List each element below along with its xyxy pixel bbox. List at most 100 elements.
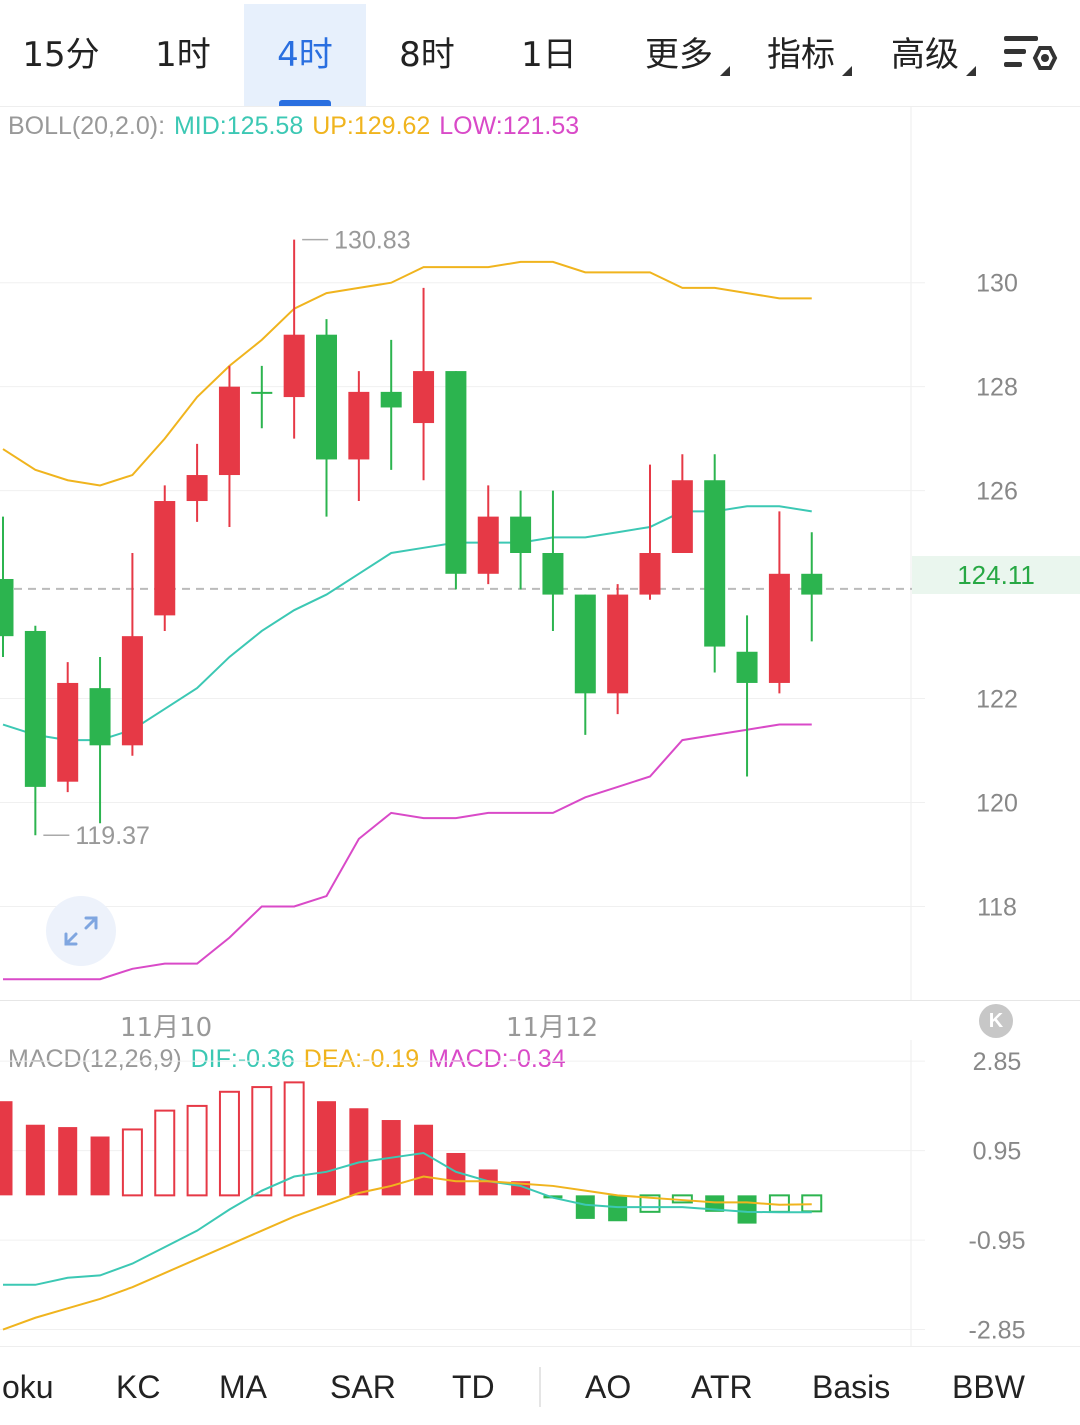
macd-histogram-bar [737,1195,757,1224]
candle-body [510,516,532,553]
candle-body [413,371,435,424]
candle-body [542,553,564,595]
candle-body [348,391,370,460]
tab-4h[interactable]: 4时 [244,4,366,106]
macd-histogram-bar [90,1136,110,1196]
extreme-price-label: 119.37 [75,822,150,850]
macd-histogram-bar [446,1152,466,1196]
price-tick-label: 128 [976,374,1018,402]
date-label: 11月12 [506,1013,599,1043]
macd-histogram-bar [575,1195,595,1219]
macd-histogram-bar [283,1081,305,1197]
macd-histogram-bar [186,1104,208,1197]
candle-body [251,391,273,394]
macd-histogram-bar [478,1169,498,1196]
tab-label: 15分 [22,35,100,75]
tab-label: 更多 [645,35,713,75]
price-tick-label: 122 [976,686,1018,714]
indicator-ma[interactable]: MA [219,1369,267,1405]
boll-legend: BOLL(20,2.0): MID:125.58 UP:129.62 LOW:1… [8,112,581,141]
candle-body [121,636,143,746]
macd-chart[interactable]: 2.85 0.95 -0.95 -2.85 [0,1040,1080,1346]
tab-indicators[interactable]: 指标 [752,4,852,106]
indicator-basis[interactable]: Basis [812,1369,891,1405]
macd-dea-line [2,1175,812,1331]
candle-body [89,688,111,746]
macd-histogram-bar [705,1195,725,1212]
macd-dif-line [3,1151,812,1286]
macd-dea: DEA:-0.19 [303,1045,420,1073]
price-tick-label: 120 [976,789,1018,817]
candlestick-chart[interactable]: 130 128 126 122 120 118 130.83 119.37 [0,106,1080,1000]
current-price-tag: 124.11 [912,556,1080,594]
macd-histogram-bar [414,1124,434,1196]
candle-body [380,391,402,408]
tab-1d[interactable]: 1日 [488,4,610,106]
candle-body [671,480,693,553]
indicator-td[interactable]: TD [452,1369,495,1405]
tab-label: 1日 [521,35,577,75]
indicator-divider [539,1367,541,1407]
dropdown-caret-icon [966,66,976,76]
macd-histogram-bar [154,1109,176,1197]
candle-body [445,371,467,574]
indicator-atr[interactable]: ATR [691,1369,753,1405]
candle-body [186,475,208,502]
tab-label: 指标 [767,35,835,75]
macd-tick-label: 0.95 [973,1138,1022,1166]
tab-more[interactable]: 更多 [630,4,730,106]
candle-body [801,573,823,595]
candle-body [24,630,46,787]
candle-body [154,501,176,616]
candle-body [57,682,79,782]
dropdown-caret-icon [842,66,852,76]
indicator-bbw[interactable]: BBW [952,1369,1025,1405]
macd-histogram-bar [349,1108,369,1196]
macd-histogram-bar [121,1128,143,1197]
chart-settings-icon[interactable] [1002,32,1058,80]
candle-body [736,651,758,683]
macd-name: MACD(12,26,9) [8,1045,182,1073]
candle-body [574,594,596,694]
price-tick-label: 118 [977,893,1017,921]
tab-label: 4时 [277,35,333,75]
candle-body [477,516,499,574]
macd-histogram-bar [25,1124,45,1196]
expand-chart-button[interactable] [46,896,116,966]
boll-name: BOLL(20,2.0): [8,112,166,140]
timeframe-toolbar: 15分 1时 4时 8时 1日 更多 指标 高级 [0,0,1080,107]
indicator-ao[interactable]: AO [585,1369,632,1405]
dropdown-caret-icon [720,66,730,76]
macd-histogram-bar [251,1086,273,1197]
indicator-oku[interactable]: oku [2,1369,54,1405]
tab-advanced[interactable]: 高级 [876,4,976,106]
macd-histogram-bar [317,1101,336,1196]
tab-15min[interactable]: 15分 [0,4,122,106]
macd-histogram-bar [0,1101,13,1196]
tab-1h[interactable]: 1时 [122,4,244,106]
extreme-price-label: 130.83 [334,227,410,255]
tab-label: 1时 [155,35,211,75]
macd-value: MACD:-0.34 [428,1045,566,1073]
macd-legend: MACD(12,26,9) DIF:-0.36 DEA:-0.19 MACD:-… [8,1045,568,1074]
date-axis: 11月10 11月12 [0,1000,1080,1043]
boll-up: UP:129.62 [312,112,431,140]
candle-body [768,573,790,683]
candle-body [639,553,661,595]
active-tab-indicator [279,100,331,106]
tab-8h[interactable]: 8时 [366,4,488,106]
macd-histogram-bar [801,1194,823,1213]
macd-tick-label: 2.85 [973,1048,1022,1076]
indicator-bar: oku KC MA SAR TD AO ATR Basis BBW [0,1346,1080,1425]
candle-body [0,578,14,637]
candle-body [316,334,337,460]
indicator-sar[interactable]: SAR [330,1369,396,1405]
macd-histogram-bar [608,1195,628,1222]
date-label: 11月10 [120,1013,213,1043]
k-line-button[interactable]: K [979,1004,1013,1038]
indicator-kc[interactable]: KC [116,1369,161,1405]
price-tick-label: 126 [976,478,1018,506]
boll-up-line [2,260,812,487]
boll-low-line [3,723,812,981]
candle-body [218,386,240,476]
